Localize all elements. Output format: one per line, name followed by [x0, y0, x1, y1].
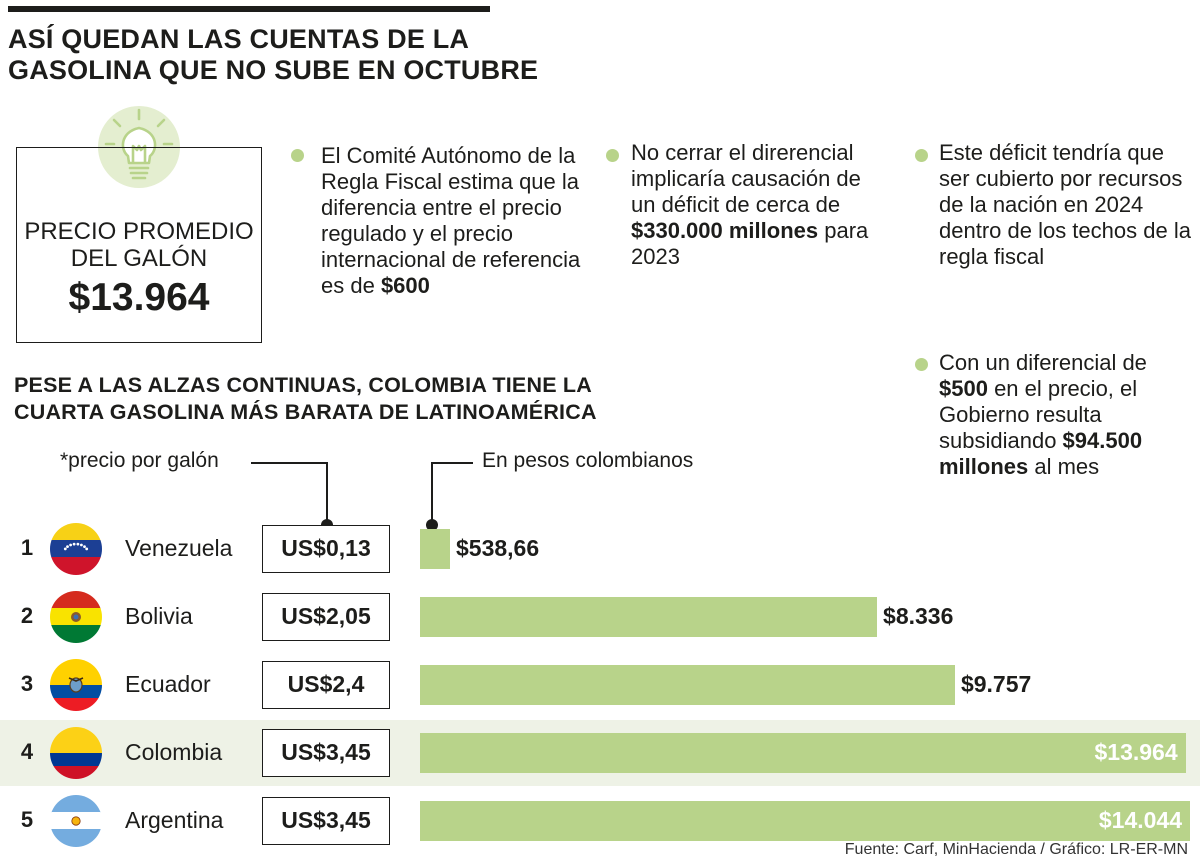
country-label-argentina: Argentina: [125, 807, 224, 833]
price-value: $13.964: [68, 276, 210, 319]
bullet-dot-icon: [915, 358, 928, 371]
top-rule: [8, 6, 490, 12]
colombia-flag-icon: [50, 727, 102, 779]
note-4: Con un diferencial de $500 en el precio,…: [939, 350, 1147, 479]
bullet-dot-icon: [606, 149, 619, 162]
rank-ecuador: 3: [20, 671, 34, 696]
bolivia-flag-icon: [50, 591, 102, 643]
average-price-box: PRECIO PROMEDIO DEL GALÓN $13.964: [16, 147, 262, 343]
source-credit: Fuente: Carf, MinHacienda / Gráfico: LR-…: [844, 841, 1188, 858]
note-1: El Comité Autónomo de la Regla Fiscal es…: [321, 143, 581, 298]
usd-price-bolivia: US$2,05: [262, 593, 390, 641]
cop-leader-v: [431, 462, 433, 526]
cop-leader-h: [431, 462, 473, 464]
price-label-line2: DEL GALÓN: [70, 245, 208, 272]
page-title: ASÍ QUEDAN LAS CUENTAS DE LA GASOLINA QU…: [8, 24, 539, 85]
rank-argentina: 5: [20, 807, 34, 832]
bar-value-argentina: $14.044: [1098, 807, 1182, 833]
country-label-ecuador: Ecuador: [125, 671, 211, 697]
bar-value-bolivia: $8.336: [883, 603, 954, 629]
bar-bolivia: [420, 597, 878, 637]
country-label-venezuela: Venezuela: [125, 535, 233, 561]
rank-venezuela: 1: [20, 535, 34, 560]
argentina-flag-icon: [50, 795, 102, 847]
bar-value-ecuador: $9.757: [960, 671, 1032, 697]
rank-colombia: 4: [20, 739, 34, 764]
cop-legend-label: En pesos colombianos: [482, 449, 694, 472]
ecuador-flag-icon: [50, 659, 102, 711]
usd-leader-h: [251, 462, 327, 464]
usd-price-venezuela: US$0,13: [262, 525, 390, 573]
price-label-line1: PRECIO PROMEDIO: [24, 218, 254, 245]
usd-leader-v: [326, 462, 328, 526]
country-label-bolivia: Bolivia: [125, 603, 193, 629]
usd-price-argentina: US$3,45: [262, 797, 390, 845]
usd-price-ecuador: US$2,4: [262, 661, 390, 709]
cop-leader-dot: [426, 519, 438, 531]
bar-venezuela: [420, 529, 450, 569]
bar-ecuador: [420, 665, 955, 705]
usd-price-colombia: US$3,45: [262, 729, 390, 777]
venezuela-flag-icon: [50, 523, 102, 575]
bullet-dot-icon: [291, 149, 304, 162]
note-2: No cerrar el direrencial implicaría caus…: [631, 140, 869, 269]
country-label-colombia: Colombia: [125, 739, 223, 765]
bar-value-venezuela: $538,66: [456, 535, 540, 561]
note-3: Este déficit tendría que ser cubierto po…: [939, 140, 1191, 269]
bullet-dot-icon: [915, 149, 928, 162]
usd-legend-label: *precio por galón: [60, 449, 219, 472]
bar-value-colombia: $13.964: [1094, 739, 1178, 765]
bar-colombia: [420, 733, 1186, 773]
bar-argentina: [420, 801, 1190, 841]
chart-subtitle: PESE A LAS ALZAS CONTINUAS, COLOMBIA TIE…: [14, 373, 597, 424]
rank-bolivia: 2: [20, 603, 34, 628]
